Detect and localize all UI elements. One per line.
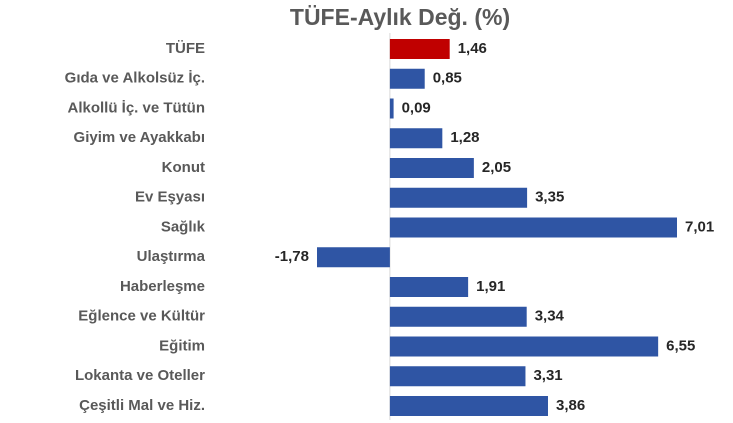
value-label: 3,31: [533, 367, 562, 384]
bar: [389, 336, 659, 357]
bar: [389, 396, 548, 416]
category-label: Çeşitli Mal ve Hiz.: [79, 397, 205, 414]
value-label: 6,55: [666, 337, 695, 354]
category-label: Haberleşme: [120, 278, 205, 295]
value-label: 0,85: [433, 70, 462, 87]
category-label: Eğlence ve Kültür: [78, 308, 205, 325]
value-label: -1,78: [275, 248, 309, 265]
bar: [389, 217, 677, 238]
category-label: Gıda ve Alkolsüz İç.: [65, 70, 205, 87]
value-label: 3,35: [535, 189, 564, 206]
value-label: 2,05: [482, 159, 511, 176]
bar: [389, 128, 443, 149]
category-label: Ev Eşyası: [135, 189, 205, 206]
bar: [389, 187, 528, 208]
bar: [389, 366, 526, 387]
bar: [389, 39, 450, 59]
category-label: TÜFE: [166, 40, 205, 57]
value-label: 3,34: [535, 308, 565, 325]
bar: [389, 277, 469, 297]
category-label: Giyim ve Ayakkabı: [74, 129, 205, 146]
bar: [389, 306, 527, 327]
category-label: Alkollü İç. ve Tütün: [67, 99, 205, 116]
category-label: Konut: [162, 159, 205, 176]
category-label: Ulaştırma: [137, 248, 206, 265]
category-label: Sağlık: [161, 218, 206, 235]
value-label: 1,28: [450, 129, 479, 146]
bar: [317, 247, 390, 268]
value-label: 1,46: [458, 40, 487, 57]
category-label: Lokanta ve Oteller: [75, 367, 205, 384]
value-label: 3,86: [556, 397, 585, 414]
bar: [389, 158, 474, 178]
value-label: 1,91: [476, 278, 505, 295]
bar: [389, 68, 425, 89]
chart-title: TÜFE-Aylık Değ. (%): [290, 4, 510, 30]
value-label: 7,01: [685, 218, 714, 235]
category-label: Eğitim: [159, 337, 205, 354]
bar: [389, 98, 394, 119]
value-label: 0,09: [402, 99, 431, 116]
